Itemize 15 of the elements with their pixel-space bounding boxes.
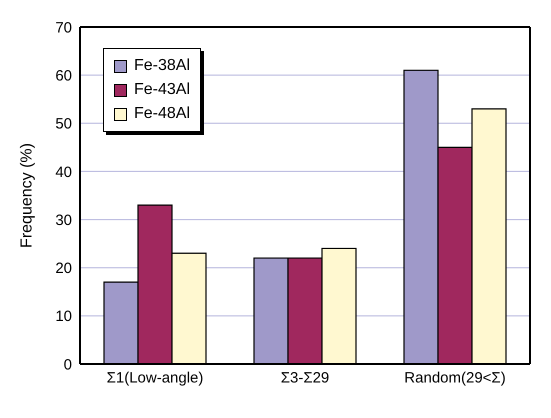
- y-tick-label: 40: [55, 164, 72, 181]
- x-tick-label: Σ3-Σ29: [280, 370, 330, 387]
- y-tick-label: 30: [55, 212, 72, 229]
- y-tick-label: 20: [55, 260, 72, 278]
- x-tick-label: Random(29<Σ): [404, 370, 506, 387]
- legend-label: Fe-48Al: [134, 104, 190, 124]
- x-tick-label: Σ1(Low-angle): [106, 370, 204, 387]
- y-tick-label: 50: [55, 116, 72, 133]
- y-tick-label: 70: [55, 19, 72, 36]
- y-tick-label: 0: [64, 356, 72, 374]
- legend-label: Fe-43Al: [134, 80, 190, 100]
- y-tick-label: 60: [55, 67, 72, 84]
- legend-label: Fe-38Al: [134, 56, 190, 76]
- y-axis-title: Frequency (%): [18, 143, 36, 248]
- y-tick-label: 10: [55, 308, 72, 326]
